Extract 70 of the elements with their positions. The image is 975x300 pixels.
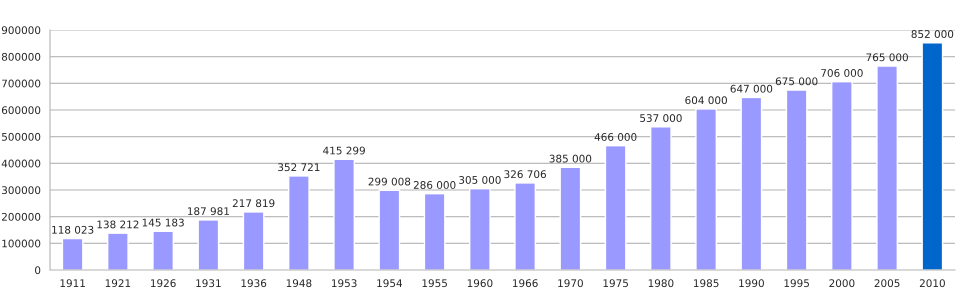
data-label: 286 000: [414, 181, 456, 189]
x-tick-label: 2005: [874, 279, 900, 288]
bar: [604, 145, 626, 270]
data-label: 187 981: [188, 207, 229, 216]
x-tick-label: 1975: [604, 279, 628, 288]
x-tick-label: 1970: [558, 279, 583, 288]
bar: [288, 175, 310, 270]
data-label: 217 819: [232, 199, 274, 208]
bar: [831, 81, 853, 270]
bar: [107, 232, 129, 270]
bar: [922, 42, 944, 270]
x-tick-label: 1954: [377, 279, 402, 288]
bar: [695, 108, 717, 270]
y-tick-label: 400000: [2, 160, 40, 168]
bar: [152, 230, 174, 270]
data-label: 852 000: [912, 30, 954, 38]
x-tick-label: 1995: [784, 279, 809, 288]
data-label: 326 706: [504, 170, 546, 178]
x-tick-label: 1948: [286, 279, 312, 288]
x-tick-label: 1980: [648, 279, 674, 288]
bar: [650, 126, 672, 270]
data-label: 352 721: [278, 163, 320, 172]
data-label: 765 000: [866, 53, 908, 62]
x-tick-label: 1931: [196, 279, 221, 288]
data-label: 415 299: [323, 146, 365, 154]
bar: [242, 211, 264, 270]
y-tick-label: 200000: [2, 212, 40, 221]
bar: [740, 96, 762, 270]
data-label: 299 008: [368, 178, 410, 186]
y-tick-label: 700000: [2, 80, 40, 88]
x-tick-label: 1955: [422, 279, 447, 288]
y-tick-label: 0: [35, 266, 40, 274]
bar: [424, 193, 446, 270]
data-label: 118 023: [52, 226, 94, 234]
data-label: 647 000: [730, 84, 772, 93]
bar: [560, 166, 582, 270]
x-tick-label: 1936: [242, 279, 266, 288]
y-tick-label: 300000: [2, 186, 40, 194]
x-tick-label: 1985: [694, 279, 718, 288]
bar: [198, 219, 220, 270]
x-tick-label: 1921: [106, 279, 130, 288]
y-tick-label: 500000: [2, 132, 40, 141]
x-tick-label: 2000: [829, 279, 854, 288]
data-label: 305 000: [459, 176, 501, 184]
x-tick-label: 2010: [920, 279, 945, 288]
bar: [62, 238, 84, 270]
y-tick-label: 100000: [2, 240, 40, 248]
bar: [333, 158, 355, 270]
data-label: 145 183: [142, 218, 184, 226]
data-label: 675 000: [776, 77, 818, 86]
data-label: 604 000: [685, 96, 727, 104]
bar: [469, 188, 491, 270]
data-label: 466 000: [594, 133, 636, 141]
bar: [378, 190, 400, 270]
x-tick-label: 1911: [60, 279, 85, 288]
y-tick-label: 600000: [2, 106, 40, 114]
x-tick-label: 1953: [332, 279, 357, 288]
y-tick-label: 900000: [2, 26, 40, 34]
bar: [514, 182, 536, 270]
data-label: 385 000: [550, 154, 592, 163]
x-tick-label: 1960: [468, 279, 492, 288]
x-tick-label: 1926: [151, 279, 176, 288]
data-label: 138 212: [97, 220, 138, 228]
x-tick-label: 1990: [739, 279, 764, 288]
y-tick-label: 800000: [2, 52, 40, 61]
data-label: 537 000: [640, 114, 682, 122]
data-label: 706 000: [821, 69, 863, 77]
bar: [876, 65, 898, 270]
x-tick-label: 1966: [513, 279, 538, 288]
bar: [786, 89, 808, 270]
